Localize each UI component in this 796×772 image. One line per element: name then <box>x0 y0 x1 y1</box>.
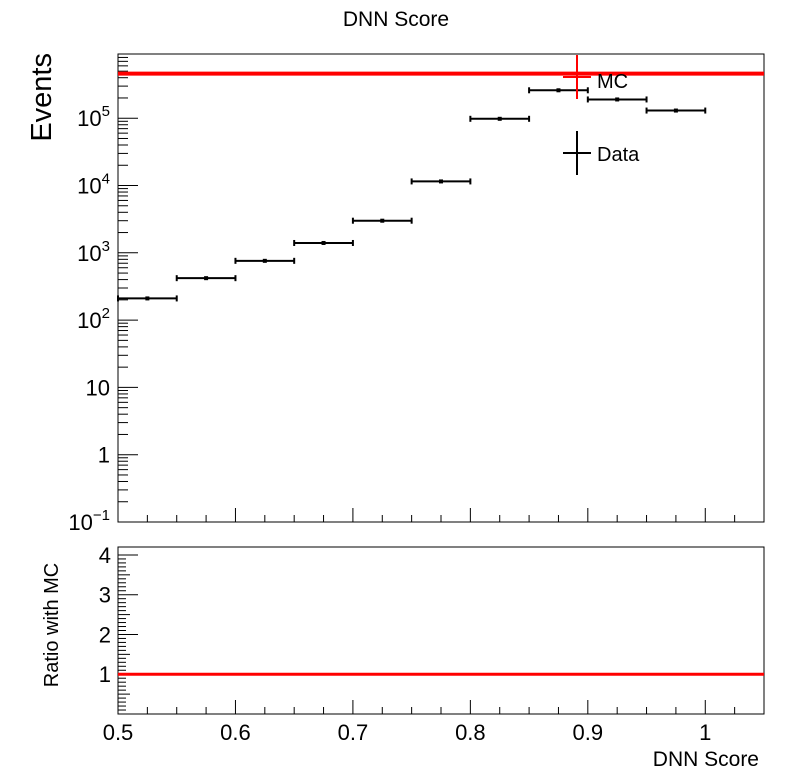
top-y-tick-label: 10−1 <box>68 507 110 535</box>
bottom-y-axis: 1 2 3 4 <box>99 543 138 715</box>
bottom-x-tick-label: 0.6 <box>220 720 251 745</box>
top-series-layer <box>117 71 764 302</box>
data-point <box>204 276 209 281</box>
top-y-tick-label: 104 <box>77 171 110 199</box>
data-point <box>556 88 561 93</box>
data-point <box>615 97 620 102</box>
bottom-x-tick-label: 0.7 <box>338 720 369 745</box>
top-x-axis-ticks <box>117 508 765 522</box>
bottom-y-tick-label: 4 <box>99 543 111 568</box>
data-point <box>321 240 326 245</box>
data-point <box>439 179 443 184</box>
data-point <box>380 218 385 223</box>
data-point <box>262 258 267 263</box>
top-panel: Events 10−1 1 10 102 103 104 105 MC Data <box>26 53 765 535</box>
top-y-axis-label: Events <box>26 53 58 142</box>
data-point <box>145 296 150 301</box>
bottom-y-tick-label: 3 <box>99 583 111 608</box>
top-y-tick-label: 1 <box>98 443 110 468</box>
bottom-x-tick-label: 0.8 <box>455 720 486 745</box>
bottom-panel: Ratio with MC 1 2 3 4 0.5 0.6 0.7 0.8 0.9 1 DNN … <box>41 543 765 771</box>
top-y-axis: 10−1 1 10 102 103 104 105 <box>68 53 138 535</box>
bottom-y-tick-label: 2 <box>99 622 111 647</box>
top-plot-frame <box>117 53 765 523</box>
bottom-plot-frame <box>117 546 765 715</box>
legend: MC Data <box>563 55 640 175</box>
data-point <box>497 116 502 121</box>
bottom-y-axis-label: Ratio with MC <box>41 563 63 687</box>
data-point <box>673 108 678 113</box>
bottom-y-tick-label: 1 <box>99 662 111 687</box>
top-y-tick-label: 105 <box>77 103 110 131</box>
top-y-tick-label: 102 <box>77 305 110 333</box>
bottom-x-tick-label: 0.5 <box>103 720 134 745</box>
legend-label: Data <box>597 144 640 166</box>
chart-title: DNN Score <box>343 8 449 31</box>
bottom-x-axis: 0.5 0.6 0.7 0.8 0.9 1 <box>103 700 765 745</box>
legend-label: MC <box>597 71 628 93</box>
bottom-x-tick-label: 0.9 <box>573 720 604 745</box>
bottom-x-tick-label: 1 <box>699 720 711 745</box>
top-y-tick-label: 10 <box>86 375 110 400</box>
bottom-x-axis-label: DNN Score <box>653 748 759 771</box>
top-y-tick-label: 103 <box>77 238 110 266</box>
